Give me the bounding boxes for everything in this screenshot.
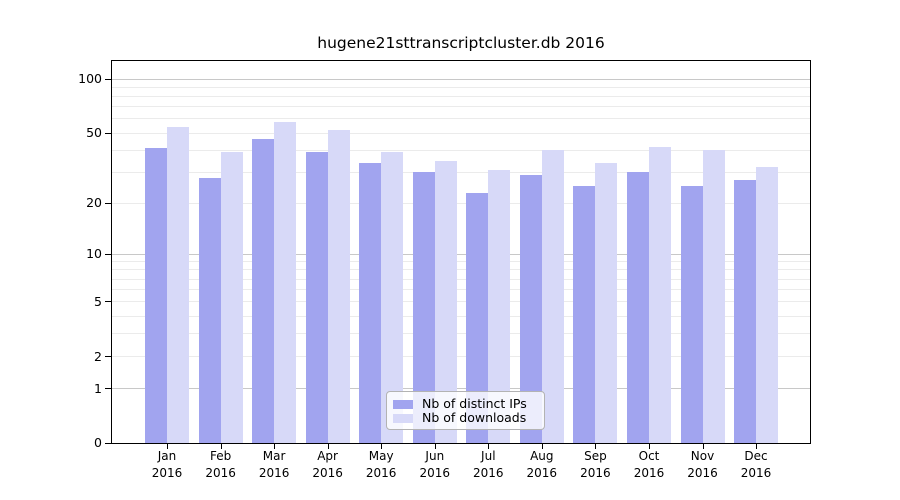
bar-downloads-feb <box>220 152 243 443</box>
y-tick <box>105 253 111 255</box>
x-tick-label-jan: Jan 2016 <box>151 449 183 480</box>
y-tick <box>105 356 111 358</box>
x-tick-label-jun: Jun 2016 <box>419 449 451 480</box>
bar-distinct-ips-nov <box>680 186 703 443</box>
y-tick <box>105 442 111 444</box>
legend: Nb of distinct IPs Nb of downloads <box>386 391 545 430</box>
bar-downloads-aug <box>541 150 564 443</box>
y-tick-label: 100 <box>78 71 102 87</box>
bar-downloads-jun <box>434 160 457 443</box>
bar-distinct-ips-sep <box>573 186 596 443</box>
x-tick <box>649 444 650 449</box>
gridline-minor <box>112 278 810 280</box>
bar-downloads-apr <box>327 130 350 443</box>
y-tick-label: 50 <box>86 125 102 140</box>
gridline-minor <box>112 301 810 303</box>
y-tick <box>105 78 111 80</box>
gridline-minor <box>112 202 810 204</box>
x-tick <box>702 444 704 449</box>
y-tick <box>105 388 111 389</box>
x-tick-label-aug: Aug 2016 <box>526 449 558 480</box>
gridline-minor <box>112 356 810 358</box>
bar-distinct-ips-feb <box>198 177 221 443</box>
plot-area <box>111 60 811 444</box>
gridline-minor <box>112 149 810 151</box>
x-tick <box>220 444 222 449</box>
gridline-minor <box>112 86 810 88</box>
chart-title: hugene21sttranscriptcluster.db 2016 <box>317 34 605 52</box>
y-tick-label: 0 <box>94 435 102 450</box>
x-tick-label-dec: Dec 2016 <box>740 449 772 480</box>
y-tick-label: 20 <box>86 195 102 210</box>
x-tick <box>488 444 490 449</box>
legend-item-distinct-ips: Nb of distinct IPs <box>393 397 536 411</box>
gridline-minor <box>112 315 810 317</box>
y-tick <box>105 202 111 204</box>
gridline-minor <box>112 96 810 97</box>
bar-downloads-dec <box>756 167 778 443</box>
y-tick <box>105 132 111 134</box>
bar-downloads-may <box>381 152 404 443</box>
x-tick <box>756 444 757 449</box>
y-tick-label: 1 <box>94 380 102 396</box>
x-tick-label-nov: Nov 2016 <box>687 449 718 480</box>
bar-distinct-ips-dec <box>734 180 756 443</box>
x-tick-label-apr: Apr 2016 <box>312 449 343 480</box>
x-tick <box>167 444 168 449</box>
bar-downloads-jul <box>488 169 511 443</box>
y-tick-label: 2 <box>94 348 102 364</box>
x-tick <box>274 444 276 449</box>
gridline-major <box>112 253 810 255</box>
gridline-minor <box>112 333 810 335</box>
bar-distinct-ips-jan <box>145 148 167 443</box>
legend-swatch-downloads <box>393 413 413 423</box>
legend-label-downloads: Nb of downloads <box>422 410 527 425</box>
legend-label-distinct-ips: Nb of distinct IPs <box>422 396 527 411</box>
gridline-major <box>112 78 810 80</box>
bar-distinct-ips-apr <box>305 152 328 443</box>
bar-downloads-jan <box>167 127 189 443</box>
gridline-minor <box>112 118 810 120</box>
x-tick-label-may: May 2016 <box>365 449 397 480</box>
bar-distinct-ips-jul <box>466 192 489 443</box>
x-tick <box>381 444 383 449</box>
x-tick-label-jul: Jul 2016 <box>473 449 504 480</box>
y-tick-label: 5 <box>94 293 102 309</box>
gridline-minor <box>112 261 810 263</box>
bar-distinct-ips-mar <box>252 139 275 443</box>
x-tick-label-sep: Sep 2016 <box>580 449 611 480</box>
gridline-minor <box>112 269 810 271</box>
bar-downloads-mar <box>274 121 297 443</box>
bar-distinct-ips-aug <box>519 174 542 443</box>
gridline-minor <box>112 289 810 291</box>
legend-swatch-distinct-ips <box>393 399 413 409</box>
gridline-minor <box>112 132 810 134</box>
x-tick-label-mar: Mar 2016 <box>258 449 290 480</box>
bar-distinct-ips-oct <box>627 172 649 443</box>
bar-downloads-sep <box>595 162 618 443</box>
gridline-minor <box>112 106 810 108</box>
x-tick <box>541 444 543 449</box>
y-tick-label: 10 <box>86 246 102 262</box>
bar-distinct-ips-jun <box>412 172 435 443</box>
legend-item-downloads: Nb of downloads <box>393 411 536 425</box>
bar-downloads-nov <box>702 150 725 443</box>
y-tick <box>105 301 111 303</box>
bar-downloads-oct <box>649 146 671 443</box>
x-tick <box>595 444 597 449</box>
gridline-major <box>112 388 810 389</box>
gridline-minor <box>112 171 810 173</box>
x-tick-label-oct: Oct 2016 <box>633 449 665 480</box>
bar-distinct-ips-may <box>359 162 382 443</box>
x-tick <box>327 444 329 449</box>
x-tick-label-feb: Feb 2016 <box>205 449 236 480</box>
x-tick <box>434 444 436 449</box>
